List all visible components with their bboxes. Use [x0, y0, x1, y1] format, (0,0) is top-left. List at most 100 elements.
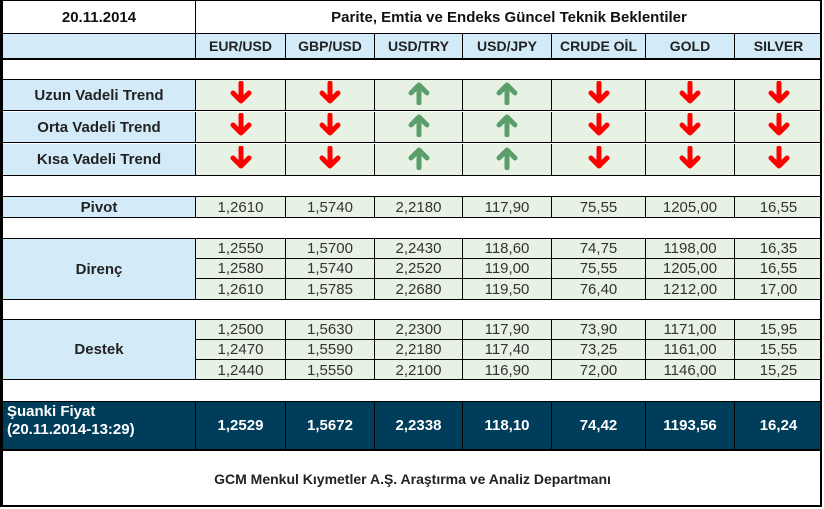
title-row: 20.11.2014 Parite, Emtia ve Endeks Günce…	[3, 1, 820, 35]
support-label: Destek	[3, 320, 196, 379]
support-value: 73,25	[552, 340, 646, 360]
resistance-value: 16,35	[735, 239, 820, 259]
resistance-value: 17,00	[735, 279, 820, 299]
arrow-down-icon	[768, 112, 790, 141]
arrow-down-icon	[319, 80, 341, 109]
column-header: CRUDE OİL	[552, 34, 646, 58]
current-price-title: Şuanki Fiyat	[7, 403, 96, 420]
support-value: 2,2300	[375, 320, 463, 340]
arrow-down-icon	[588, 112, 610, 141]
support-value: 1,5630	[286, 320, 375, 340]
support-value: 116,90	[463, 360, 552, 380]
current-price-value: 118,10	[463, 402, 552, 449]
current-price-label: Şuanki Fiyat (20.11.2014-13:29)	[3, 402, 196, 449]
header-blank	[3, 34, 196, 58]
resistance-value: 1,5740	[286, 259, 375, 279]
resistance-value: 119,00	[463, 259, 552, 279]
resistance-value: 2,2430	[375, 239, 463, 259]
arrow-down-icon	[230, 80, 252, 109]
arrow-down-icon	[230, 145, 252, 174]
trend-row: Uzun Vadeli Trend	[3, 80, 820, 111]
trend-cell	[552, 144, 646, 175]
arrow-down-icon	[230, 112, 252, 141]
resistance-row: 1,2550 1,5700 2,2430 118,60 74,75 1198,00 16,3…	[196, 239, 820, 259]
resistance-value: 75,55	[552, 259, 646, 279]
report-date: 20.11.2014	[3, 1, 196, 33]
resistance-value: 1,5785	[286, 279, 375, 299]
resistance-value: 76,40	[552, 279, 646, 299]
trend-cell	[552, 112, 646, 143]
support-value: 1171,00	[646, 320, 735, 340]
trend-cell	[375, 144, 463, 175]
trend-cell	[552, 80, 646, 111]
support-value: 15,95	[735, 320, 820, 340]
arrow-up-icon	[408, 146, 430, 174]
trend-cell	[196, 80, 286, 111]
trend-label: Uzun Vadeli Trend	[3, 80, 196, 111]
trend-cell	[735, 144, 820, 175]
arrow-down-icon	[588, 80, 610, 109]
trend-label: Kısa Vadeli Trend	[3, 144, 196, 175]
trend-cell	[463, 112, 552, 143]
resistance-value: 16,55	[735, 259, 820, 279]
support-value: 1146,00	[646, 360, 735, 380]
pivot-row: Pivot 1,2610 1,5740 2,2180 117,90 75,55 …	[3, 197, 820, 217]
support-value: 117,40	[463, 340, 552, 360]
pivot-value: 75,55	[552, 197, 646, 217]
support-value: 15,25	[735, 360, 820, 380]
support-value: 1,2500	[196, 320, 286, 340]
arrow-down-icon	[679, 80, 701, 109]
current-price-value: 2,2338	[375, 402, 463, 449]
trend-cell	[646, 80, 735, 111]
resistance-value: 2,2680	[375, 279, 463, 299]
support-value: 73,90	[552, 320, 646, 340]
arrow-up-icon	[496, 113, 518, 141]
trend-cell	[375, 80, 463, 111]
resistance-value: 119,50	[463, 279, 552, 299]
resistance-row: 1,2610 1,5785 2,2680 119,50 76,40 1212,00 17,0…	[196, 279, 820, 299]
arrow-up-icon	[408, 81, 430, 109]
arrow-down-icon	[588, 145, 610, 174]
support-value: 1,2440	[196, 360, 286, 380]
support-value: 2,2100	[375, 360, 463, 380]
arrow-down-icon	[319, 112, 341, 141]
support-value: 1,5590	[286, 340, 375, 360]
trend-cell	[196, 112, 286, 143]
column-header: EUR/USD	[196, 34, 286, 58]
resistance-value: 118,60	[463, 239, 552, 259]
support-value: 1,5550	[286, 360, 375, 380]
pivot-value: 1205,00	[646, 197, 735, 217]
current-price-timestamp: (20.11.2014-13:29)	[7, 421, 135, 438]
current-price-value: 74,42	[552, 402, 646, 449]
arrow-up-icon	[496, 146, 518, 174]
trend-cell	[286, 112, 375, 143]
resistance-value: 1212,00	[646, 279, 735, 299]
resistance-label: Direnç	[3, 239, 196, 299]
support-value: 72,00	[552, 360, 646, 380]
arrow-up-icon	[496, 81, 518, 109]
support-row: 1,2470 1,5590 2,2180 117,40 73,25 1161,00 15,5…	[196, 340, 820, 360]
pivot-value: 2,2180	[375, 197, 463, 217]
trend-cell	[286, 144, 375, 175]
resistance-value: 1,5700	[286, 239, 375, 259]
support-value: 117,90	[463, 320, 552, 340]
resistance-value: 74,75	[552, 239, 646, 259]
current-price-value: 1,2529	[196, 402, 286, 449]
support-value: 1,2470	[196, 340, 286, 360]
arrow-down-icon	[319, 145, 341, 174]
arrow-up-icon	[408, 113, 430, 141]
resistance-value: 1,2610	[196, 279, 286, 299]
resistance-value: 1,2550	[196, 239, 286, 259]
column-header: SILVER	[735, 34, 820, 58]
trend-cell	[735, 80, 820, 111]
support-value: 15,55	[735, 340, 820, 360]
support-row: 1,2440 1,5550 2,2100 116,90 72,00 1146,00 15,2…	[196, 360, 820, 380]
pivot-label: Pivot	[3, 197, 196, 217]
resistance-value: 1,2580	[196, 259, 286, 279]
report-title: Parite, Emtia ve Endeks Güncel Teknik Be…	[196, 1, 820, 33]
support-value: 2,2180	[375, 340, 463, 360]
current-price-row: Şuanki Fiyat (20.11.2014-13:29) 1,2529 1…	[3, 402, 820, 451]
arrow-down-icon	[679, 112, 701, 141]
trend-cell	[196, 144, 286, 175]
